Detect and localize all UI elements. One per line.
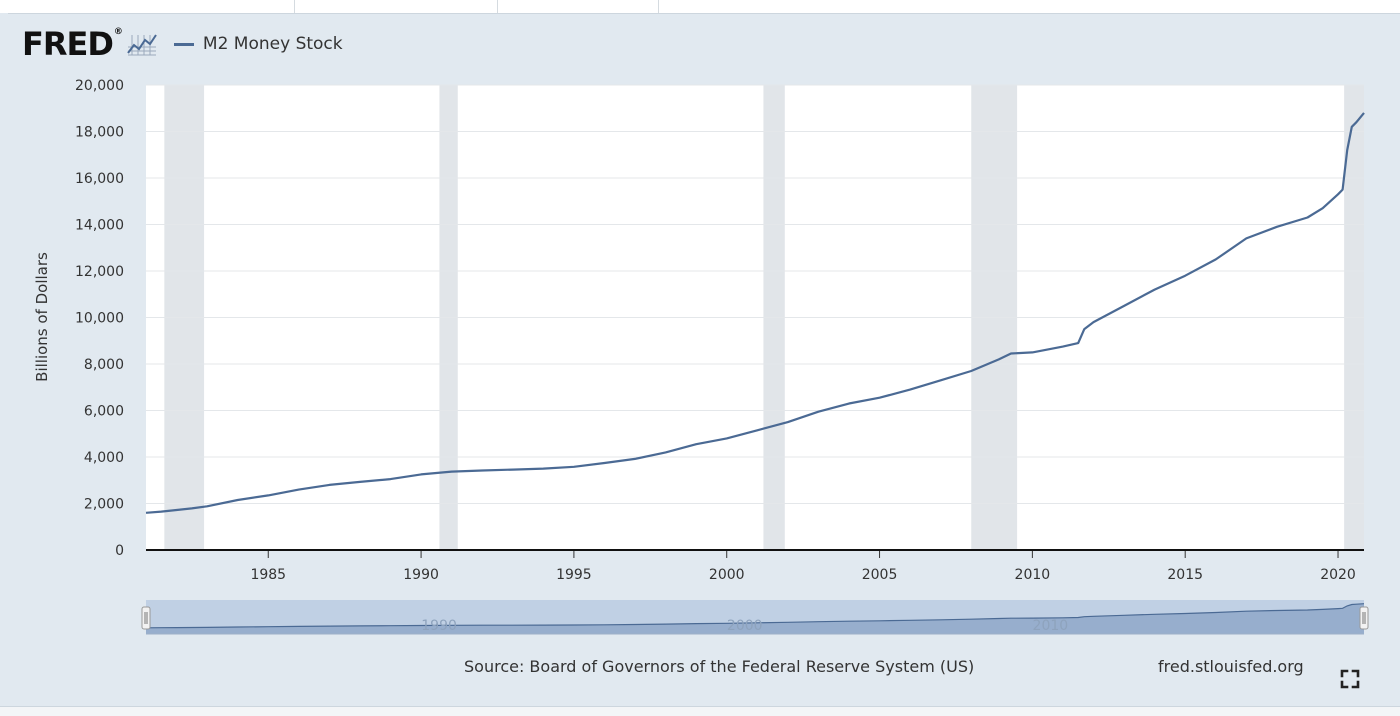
navigator-tick-label: 1990 — [421, 618, 457, 634]
top-tab-strip — [0, 0, 1400, 14]
fred-logo[interactable]: FRED® — [22, 25, 123, 63]
x-tick-label: 1990 — [403, 567, 439, 583]
navigator-tick-label: 2010 — [1033, 618, 1069, 634]
y-tick-label: 16,000 — [75, 171, 124, 187]
y-tick-label: 4,000 — [84, 450, 124, 466]
fullscreen-icon[interactable] — [1340, 669, 1360, 689]
x-tick-label: 2000 — [709, 567, 745, 583]
x-tick-label: 2015 — [1167, 567, 1203, 583]
navigator-area — [146, 603, 1364, 634]
x-tick-label: 1995 — [556, 567, 592, 583]
series-title: M2 Money Stock — [202, 34, 343, 54]
y-tick-label: 6,000 — [84, 404, 124, 420]
x-tick-label: 2020 — [1320, 567, 1356, 583]
y-tick-label: 18,000 — [75, 125, 124, 141]
x-tick-label: 2010 — [1015, 567, 1051, 583]
y-tick-label: 10,000 — [75, 311, 124, 327]
line-graph-icon — [127, 34, 157, 56]
source-attribution: Source: Board of Governors of the Federa… — [464, 657, 975, 676]
legend-swatch — [173, 42, 194, 46]
y-tick-label: 0 — [115, 543, 124, 559]
x-tick-label: 2005 — [862, 567, 898, 583]
y-tick-label: 14,000 — [75, 218, 124, 234]
left-edge — [0, 13, 8, 706]
range-navigator[interactable]: 1990 2000 2010 — [141, 600, 1369, 635]
tab-divider — [497, 0, 498, 13]
site-link[interactable]: fred.stlouisfed.org — [1158, 657, 1304, 676]
navigator-handle-right[interactable] — [1359, 606, 1369, 630]
navigator-handle-left[interactable] — [141, 606, 151, 630]
bottom-strip — [0, 706, 1400, 716]
navigator-line — [145, 603, 1365, 629]
x-tick-label: 1985 — [250, 567, 286, 583]
y-tick-label: 20,000 — [75, 78, 124, 94]
tab-divider — [294, 0, 295, 13]
chart-header: FRED® M2 Money Stock — [22, 24, 343, 64]
tab-divider — [658, 0, 659, 13]
y-tick-label: 2,000 — [84, 497, 124, 513]
y-tick-label: 12,000 — [75, 264, 124, 280]
navigator-tick-label: 2000 — [727, 618, 763, 634]
series-line — [145, 112, 1365, 514]
y-tick-label: 8,000 — [84, 357, 124, 373]
y-axis-label: Billions of Dollars — [33, 252, 51, 382]
